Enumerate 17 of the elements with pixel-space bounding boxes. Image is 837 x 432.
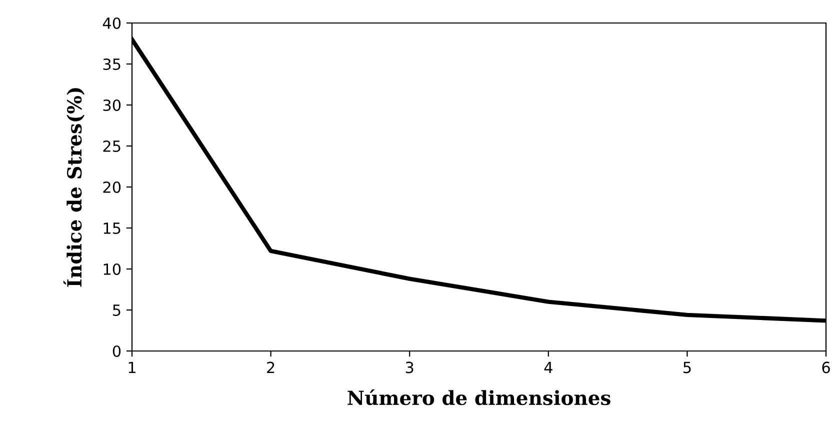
- y-tick-label: 25: [103, 140, 120, 152]
- y-tick-label: 0: [112, 345, 121, 358]
- y-tick-label: 35: [103, 58, 120, 70]
- x-tick-label: 1: [128, 362, 136, 374]
- y-tick-label: 15: [104, 222, 120, 234]
- x-tick-label: 2: [267, 362, 274, 374]
- y-tick-label: 5: [113, 304, 120, 316]
- y-tick-label: 40: [102, 17, 121, 30]
- x-tick-label: 6: [822, 362, 830, 374]
- y-tick-label: 20: [103, 181, 121, 194]
- x-tick-label: 3: [406, 362, 414, 374]
- y-tick-label: 10: [104, 263, 121, 276]
- y-tick-label: 30: [103, 99, 121, 112]
- x-axis-title: Número de dimensiones: [348, 389, 610, 406]
- x-tick-label: 4: [544, 362, 552, 374]
- x-tick-label: 5: [684, 362, 691, 374]
- y-axis-title: Índice de Stres(%): [63, 88, 84, 287]
